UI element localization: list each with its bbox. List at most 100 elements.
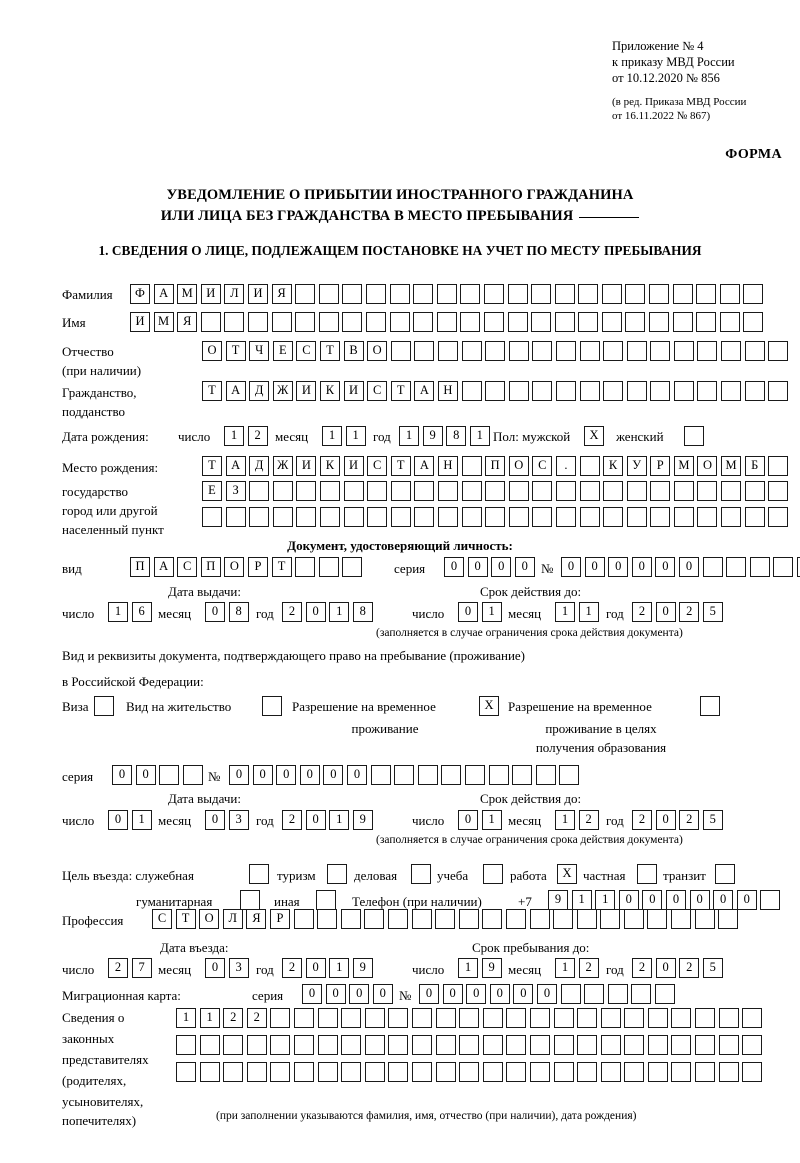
surname-cell-14[interactable] bbox=[436, 284, 457, 304]
stay-day-cell-1[interactable]: 1 bbox=[458, 958, 478, 978]
birthplace-r1-cell-20[interactable]: Р bbox=[650, 456, 671, 476]
citizenship-cell-12[interactable] bbox=[461, 381, 482, 401]
legal-rep-r2-cell-18[interactable] bbox=[577, 1035, 598, 1055]
legal-rep-r3-cell-11[interactable] bbox=[411, 1062, 432, 1082]
legal-rep-r2-cell-1[interactable] bbox=[176, 1035, 196, 1055]
permit-valid-month-cell-1[interactable]: 1 bbox=[555, 810, 575, 830]
legal-rep-row-2-input[interactable] bbox=[176, 1035, 763, 1055]
firstname-cell-9[interactable] bbox=[318, 312, 339, 332]
birthplace-r3-cell-4[interactable] bbox=[272, 507, 293, 527]
birthplace-r1-cell-9[interactable]: Т bbox=[390, 456, 411, 476]
legal-rep-r1-cell-12[interactable] bbox=[435, 1008, 456, 1028]
surname-cell-19[interactable] bbox=[554, 284, 575, 304]
profession-cell-21[interactable] bbox=[623, 909, 644, 929]
birthplace-r2-cell-5[interactable] bbox=[296, 481, 317, 501]
surname-cell-8[interactable] bbox=[295, 284, 316, 304]
legal-rep-r3-cell-5[interactable] bbox=[270, 1062, 291, 1082]
sex-male-checkbox[interactable]: X bbox=[584, 426, 604, 446]
surname-cell-3[interactable]: М bbox=[177, 284, 198, 304]
birthplace-r1-cell-23[interactable]: М bbox=[721, 456, 742, 476]
profession-cell-5[interactable]: Я bbox=[246, 909, 267, 929]
phone-cell-9[interactable]: 0 bbox=[736, 890, 757, 910]
birthplace-r1-cell-7[interactable]: И bbox=[343, 456, 364, 476]
legal-rep-r1-cell-21[interactable] bbox=[647, 1008, 668, 1028]
migration-card-number-cell-11[interactable] bbox=[654, 984, 675, 1004]
profession-cell-16[interactable] bbox=[505, 909, 526, 929]
birthplace-r2-cell-15[interactable] bbox=[532, 481, 553, 501]
legal-rep-r3-cell-7[interactable] bbox=[317, 1062, 338, 1082]
permit-issue-year-cell-2[interactable]: 0 bbox=[305, 810, 326, 830]
surname-cell-2[interactable]: А bbox=[153, 284, 174, 304]
birth-day-cell-1[interactable]: 1 bbox=[224, 426, 244, 446]
migration-card-series-cell-3[interactable]: 0 bbox=[349, 984, 370, 1004]
phone-cell-2[interactable]: 1 bbox=[571, 890, 592, 910]
surname-cell-12[interactable] bbox=[389, 284, 410, 304]
surname-cell-22[interactable] bbox=[625, 284, 646, 304]
purpose-private-checkbox[interactable] bbox=[637, 864, 657, 884]
legal-rep-r1-cell-24[interactable] bbox=[718, 1008, 739, 1028]
birthplace-r2-cell-10[interactable] bbox=[414, 481, 435, 501]
citizenship-cell-8[interactable]: С bbox=[367, 381, 388, 401]
patronymic-cell-23[interactable] bbox=[721, 341, 742, 361]
legal-rep-r1-cell-7[interactable] bbox=[317, 1008, 338, 1028]
patronymic-cell-14[interactable] bbox=[508, 341, 529, 361]
birth-year-cell-4[interactable]: 1 bbox=[469, 426, 490, 446]
entry-year-cell-4[interactable]: 9 bbox=[352, 958, 373, 978]
doc-number-cell-7[interactable] bbox=[702, 557, 723, 577]
citizenship-cell-13[interactable] bbox=[485, 381, 506, 401]
firstname-cell-21[interactable] bbox=[601, 312, 622, 332]
legal-rep-r1-cell-17[interactable] bbox=[553, 1008, 574, 1028]
entry-month-cell-2[interactable]: 3 bbox=[228, 958, 249, 978]
migration-card-number-cell-8[interactable] bbox=[584, 984, 605, 1004]
patronymic-cell-7[interactable]: В bbox=[343, 341, 364, 361]
citizenship-cell-2[interactable]: А bbox=[225, 381, 246, 401]
profession-cell-17[interactable] bbox=[529, 909, 550, 929]
birthplace-r2-cell-16[interactable] bbox=[555, 481, 576, 501]
citizenship-cell-11[interactable]: Н bbox=[437, 381, 458, 401]
legal-rep-r3-cell-2[interactable] bbox=[199, 1062, 220, 1082]
citizenship-cell-6[interactable]: К bbox=[319, 381, 340, 401]
birthplace-locality-input[interactable] bbox=[202, 507, 789, 527]
birthplace-r1-cell-6[interactable]: К bbox=[319, 456, 340, 476]
surname-cell-24[interactable] bbox=[672, 284, 693, 304]
permit-number-cell-12[interactable] bbox=[488, 765, 509, 785]
citizenship-cell-15[interactable] bbox=[532, 381, 553, 401]
patronymic-cell-20[interactable] bbox=[650, 341, 671, 361]
doc-kind-cell-2[interactable]: А bbox=[153, 557, 174, 577]
permit-valid-year-cell-1[interactable]: 2 bbox=[632, 810, 652, 830]
purpose-tourism-checkbox[interactable] bbox=[327, 864, 347, 884]
legal-rep-r2-cell-2[interactable] bbox=[199, 1035, 220, 1055]
legal-rep-r1-cell-18[interactable] bbox=[577, 1008, 598, 1028]
firstname-cell-24[interactable] bbox=[672, 312, 693, 332]
doc-kind-cell-6[interactable]: Р bbox=[247, 557, 268, 577]
surname-cell-11[interactable] bbox=[365, 284, 386, 304]
legal-rep-r1-cell-25[interactable] bbox=[742, 1008, 763, 1028]
permit-number-cell-11[interactable] bbox=[464, 765, 485, 785]
permit-series-cell-4[interactable] bbox=[182, 765, 203, 785]
migration-card-number-cell-6[interactable]: 0 bbox=[536, 984, 557, 1004]
doc-number-cell-9[interactable] bbox=[749, 557, 770, 577]
surname-cell-13[interactable] bbox=[413, 284, 434, 304]
birthplace-r3-cell-3[interactable] bbox=[249, 507, 270, 527]
birthplace-r3-cell-21[interactable] bbox=[673, 507, 694, 527]
birthplace-r3-cell-6[interactable] bbox=[319, 507, 340, 527]
birth-day-cell-2[interactable]: 2 bbox=[247, 426, 268, 446]
legal-rep-r2-cell-3[interactable] bbox=[223, 1035, 244, 1055]
legal-rep-r2-cell-25[interactable] bbox=[742, 1035, 763, 1055]
patronymic-cell-17[interactable] bbox=[579, 341, 600, 361]
patronymic-cell-15[interactable] bbox=[532, 341, 553, 361]
profession-cell-24[interactable] bbox=[694, 909, 715, 929]
firstname-cell-23[interactable] bbox=[649, 312, 670, 332]
birthplace-r3-cell-1[interactable] bbox=[202, 507, 222, 527]
citizenship-cell-9[interactable]: Т bbox=[390, 381, 411, 401]
doc-valid-year-cell-2[interactable]: 0 bbox=[655, 602, 676, 622]
phone-cell-8[interactable]: 0 bbox=[713, 890, 734, 910]
legal-rep-r1-cell-23[interactable] bbox=[695, 1008, 716, 1028]
